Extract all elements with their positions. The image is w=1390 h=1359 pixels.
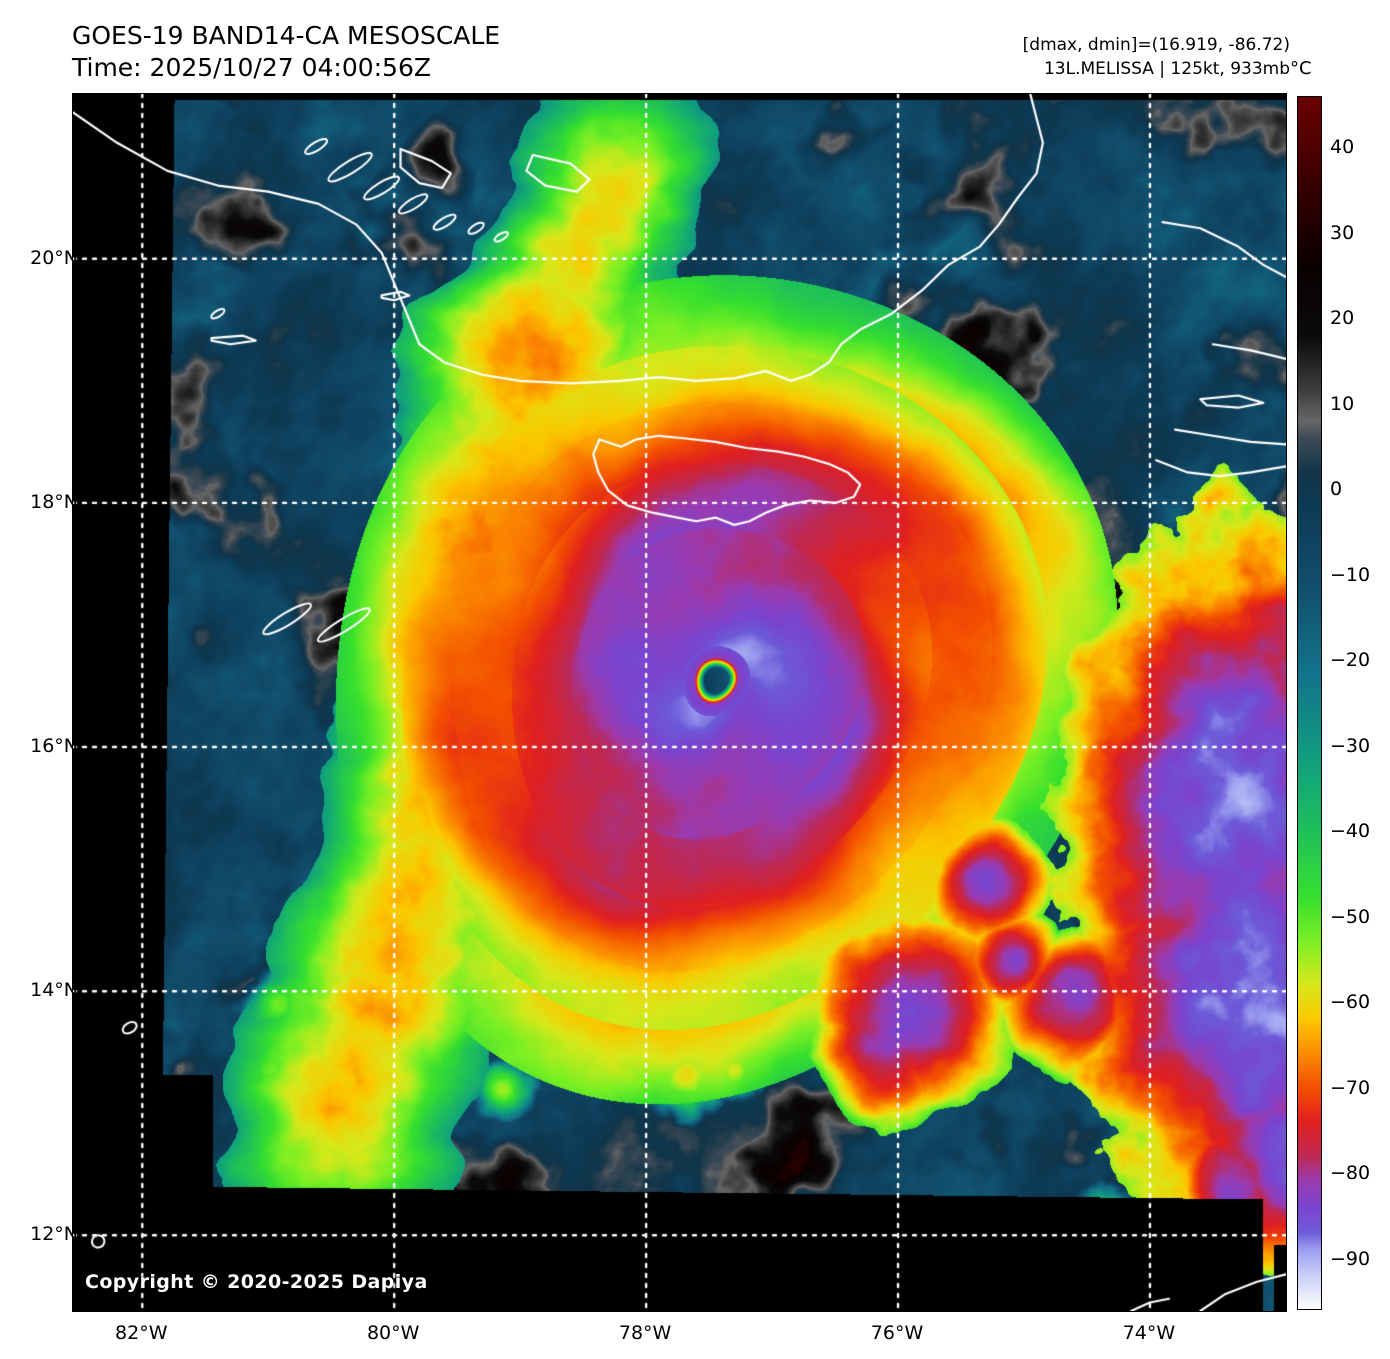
product-time-line: Time: 2025/10/27 04:00:56Z	[72, 53, 431, 82]
lat-tick-20N: 20°N	[30, 246, 78, 269]
copyright-label: Copyright © 2020-2025 Dapiya	[85, 1271, 428, 1293]
colorbar-tick-0: 0	[1330, 478, 1343, 501]
lat-tick-16N: 16°N	[30, 735, 78, 758]
colorbar-gradient	[1298, 97, 1321, 1309]
colorbar-tick-20: 20	[1330, 307, 1355, 330]
product-title: GOES-19 BAND14-CA MESOSCALE Time: 2025/1…	[72, 20, 500, 84]
dmax-dmin-label: [dmax, dmin]=(16.919, -86.72)	[1022, 35, 1290, 55]
colorbar-tick-neg30: −30	[1330, 734, 1371, 757]
colorbar-tick-neg90: −90	[1330, 1247, 1371, 1270]
lon-tick-80W: 80°W	[366, 1322, 420, 1344]
colorbar-tick-40: 40	[1330, 136, 1355, 159]
colorbar-tick-neg10: −10	[1330, 563, 1371, 586]
lon-tick-74W: 74°W	[1122, 1322, 1176, 1344]
colorbar-unit-label: °C	[1290, 58, 1312, 79]
colorbar-tick-neg70: −70	[1330, 1076, 1371, 1099]
colorbar-tick-neg50: −50	[1330, 905, 1371, 928]
lat-tick-18N: 18°N	[30, 490, 78, 513]
satellite-image-plot[interactable]: Copyright © 2020-2025 Dapiya	[72, 93, 1287, 1312]
colorbar-tick-neg80: −80	[1330, 1162, 1371, 1185]
colorbar-tick-neg40: −40	[1330, 820, 1371, 843]
lat-tick-14N: 14°N	[30, 979, 78, 1002]
lon-tick-82W: 82°W	[115, 1322, 168, 1344]
colorbar-tick-neg20: −20	[1330, 649, 1371, 672]
colorbar-tick-10: 10	[1330, 392, 1355, 415]
colorbar-tick-neg60: −60	[1330, 991, 1371, 1014]
lon-tick-76W: 76°W	[870, 1322, 924, 1344]
product-title-line1: GOES-19 BAND14-CA MESOSCALE	[72, 21, 501, 50]
storm-info-label: 13L.MELISSA | 125kt, 933mb	[1043, 59, 1290, 79]
colorbar-tick-30: 30	[1330, 221, 1355, 244]
lon-tick-78W: 78°W	[618, 1322, 672, 1344]
lat-tick-12N: 12°N	[30, 1223, 78, 1246]
header-annotations: [dmax, dmin]=(16.919, -86.72) 13L.MELISS…	[1023, 33, 1290, 81]
image-canvas-host	[73, 94, 1286, 1311]
temperature-colorbar[interactable]	[1297, 96, 1322, 1310]
infrared-satellite-raster	[73, 94, 1286, 1311]
